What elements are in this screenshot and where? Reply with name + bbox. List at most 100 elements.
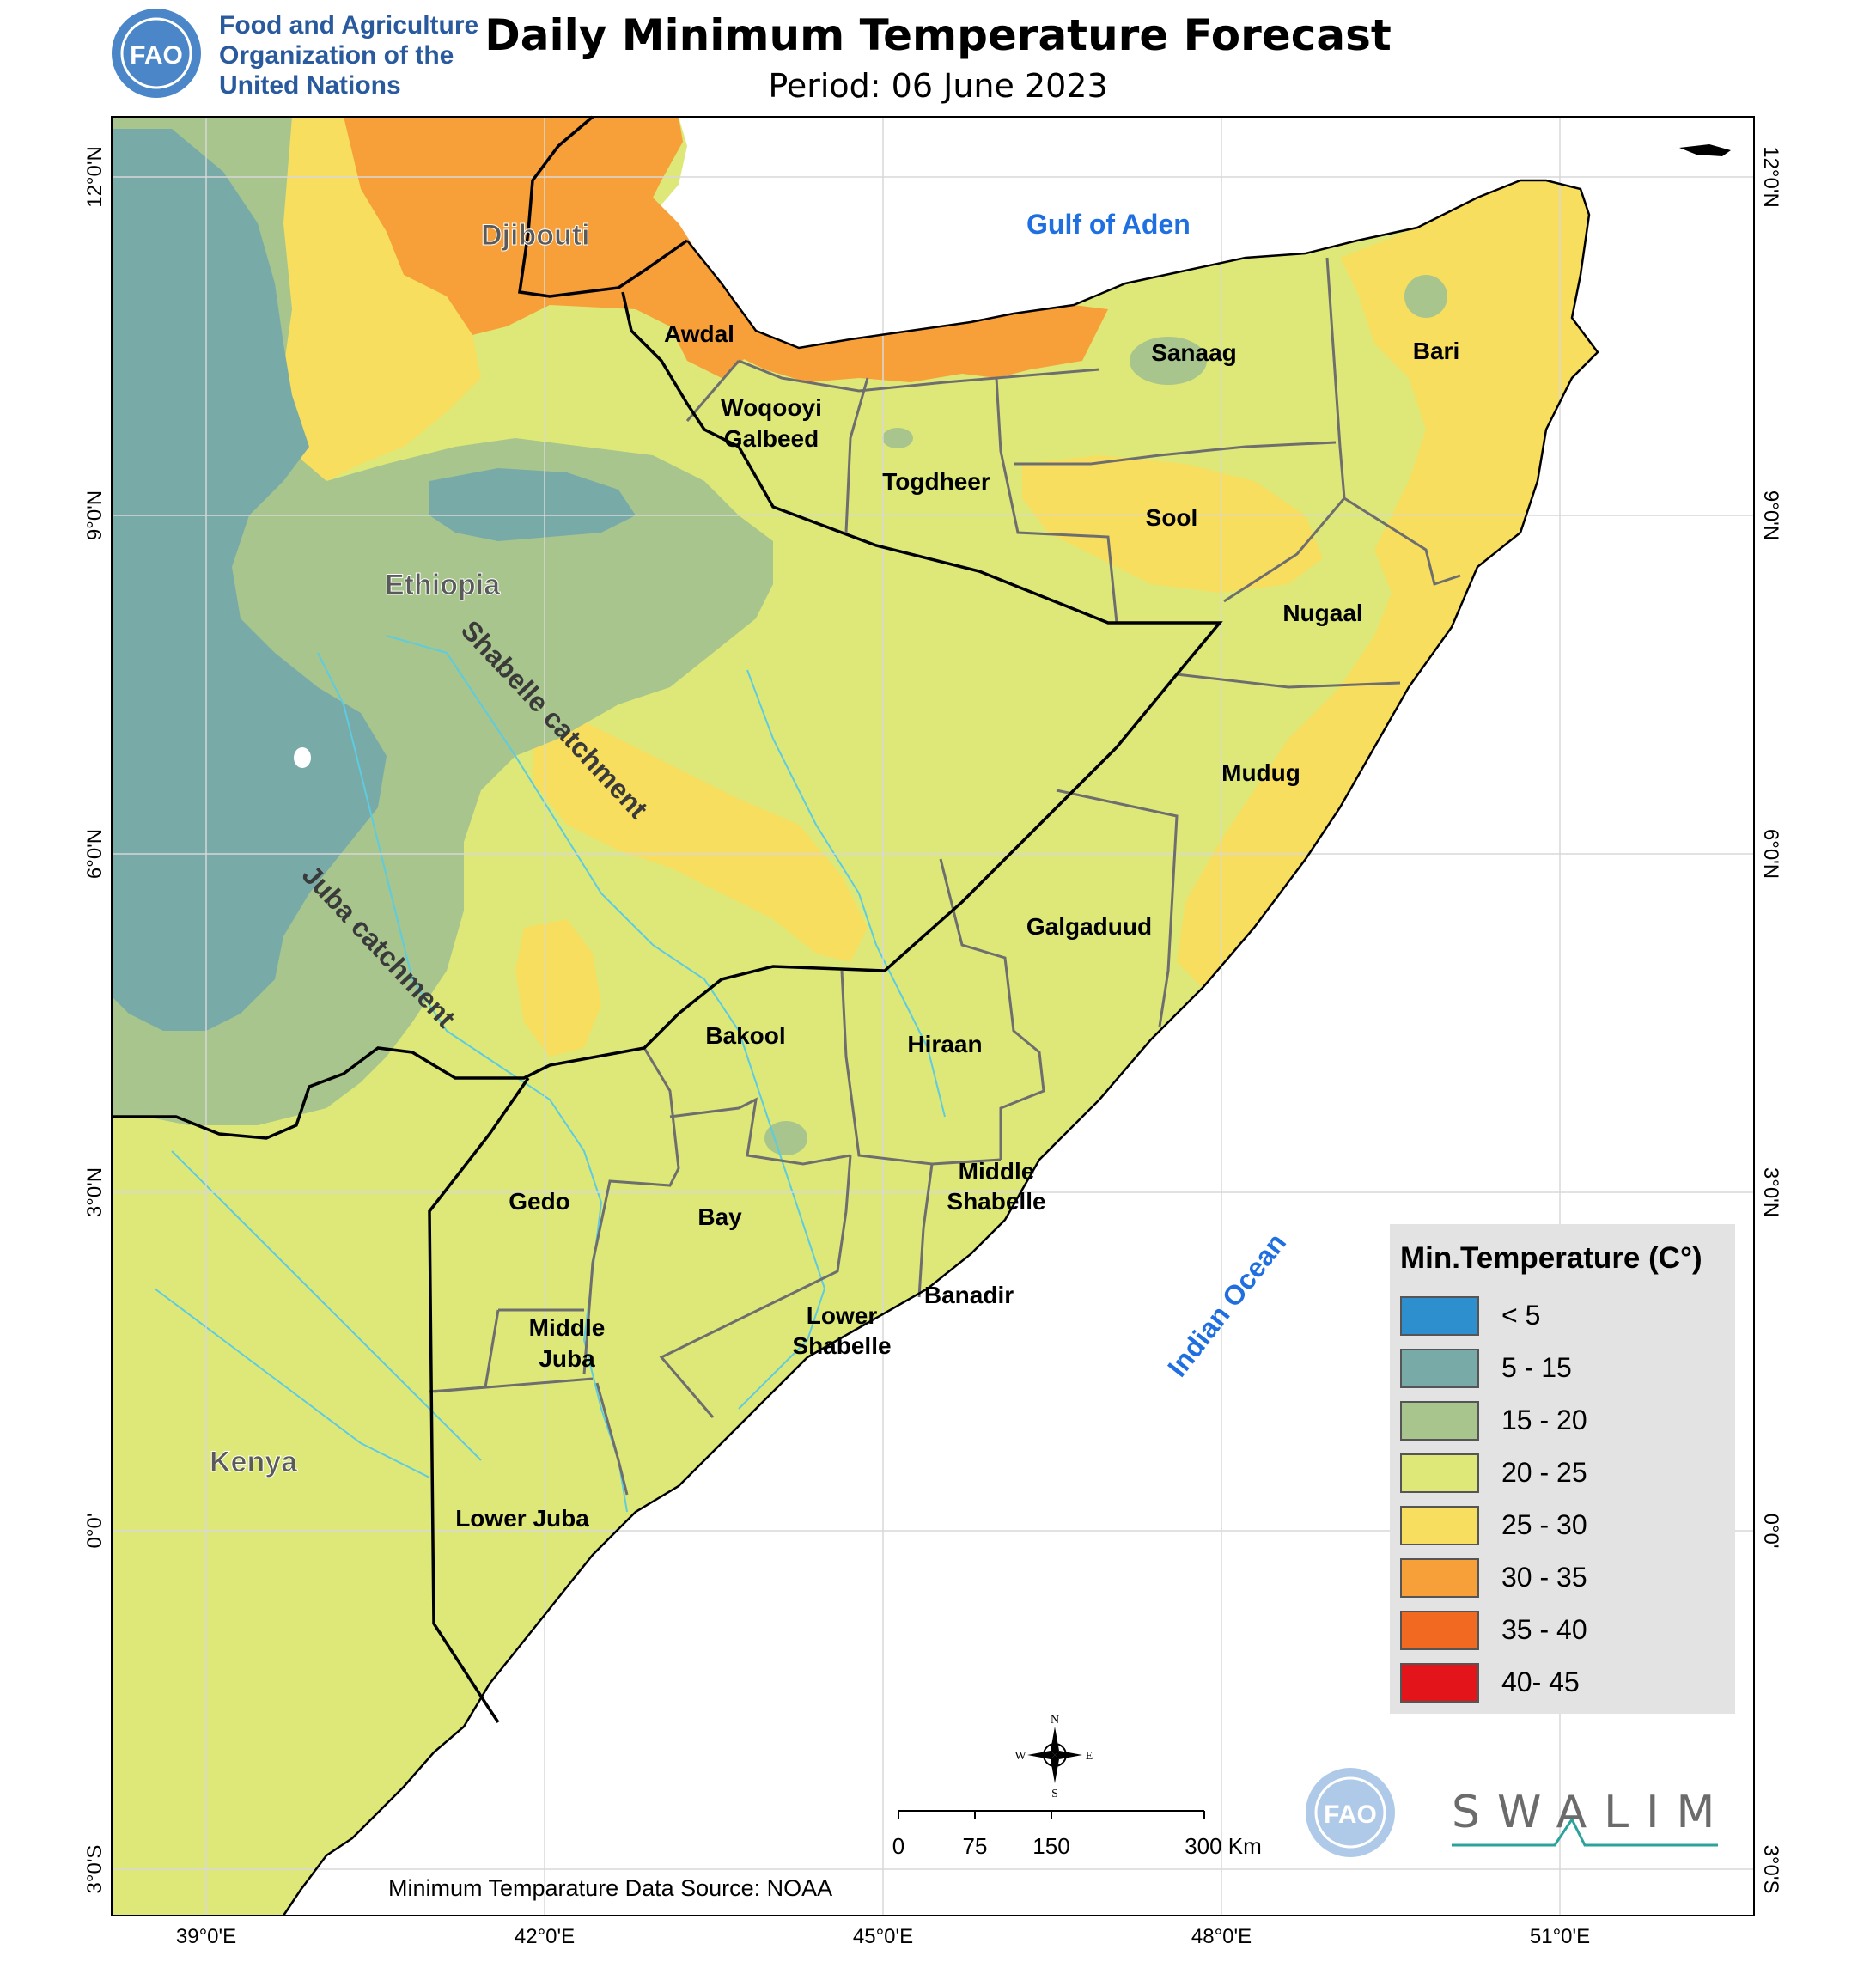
org-name-line: Food and Agriculture bbox=[219, 11, 479, 40]
lat-label-right: 0°0' bbox=[1759, 1514, 1782, 1549]
socotra-island bbox=[1679, 144, 1731, 156]
region-label-bay: Bay bbox=[697, 1203, 742, 1230]
lon-label: 39°0'E bbox=[176, 1925, 236, 1948]
lon-label: 51°0'E bbox=[1530, 1925, 1590, 1948]
data-source-note: Minimum Temparature Data Source: NOAA bbox=[388, 1875, 833, 1901]
lon-label: 45°0'E bbox=[853, 1925, 913, 1948]
legend-label: 35 - 40 bbox=[1501, 1614, 1587, 1645]
lat-label-left: 3°0'S bbox=[83, 1845, 107, 1894]
region-label-middle-juba: Juba bbox=[539, 1345, 595, 1372]
graticule bbox=[112, 117, 1754, 1916]
region-label-woqooyi: Galbeed bbox=[724, 425, 819, 452]
region-label-awdal: Awdal bbox=[664, 320, 734, 347]
region-label-bari: Bari bbox=[1413, 338, 1459, 364]
fao-logo-footer: FAO bbox=[1306, 1768, 1395, 1857]
region-label-middle-shabelle: Middle bbox=[959, 1158, 1035, 1185]
lat-ticks: 12°0'N 9°0'N 6°0'N 3°0'N 0°0' 3°0'S 12°0… bbox=[83, 146, 1782, 1893]
region-label-lower-juba: Lower Juba bbox=[455, 1505, 589, 1532]
lat-label-right: 12°0'N bbox=[1759, 146, 1782, 208]
country-label-ethiopia: Ethiopia bbox=[385, 569, 501, 601]
compass-s: S bbox=[1051, 1788, 1058, 1800]
region-label-nugaal: Nugaal bbox=[1282, 600, 1362, 626]
region-label-lower-shabelle: Shabelle bbox=[792, 1332, 891, 1359]
coastal-hot-strip bbox=[687, 241, 1108, 382]
legend-swatch bbox=[1400, 1401, 1479, 1441]
lon-ticks: 39°0'E 42°0'E 45°0'E 48°0'E 51°0'E bbox=[176, 1925, 1590, 1948]
legend-label: < 5 bbox=[1501, 1300, 1541, 1331]
legend-label: 30 - 35 bbox=[1501, 1562, 1587, 1593]
region-label-bakool: Bakool bbox=[705, 1022, 785, 1049]
warm-zone-north bbox=[266, 117, 481, 498]
region-boundaries bbox=[429, 257, 1461, 1496]
legend-label: 15 - 20 bbox=[1501, 1404, 1587, 1435]
compass-rose: N S E W bbox=[1014, 1714, 1093, 1800]
map-title: Daily Minimum Temperature Forecast bbox=[484, 10, 1392, 60]
cool-spot-togdheer bbox=[882, 428, 913, 448]
region-label-hiraan: Hiraan bbox=[907, 1031, 982, 1057]
cool-spot-bari bbox=[1404, 275, 1447, 318]
scale-tick-300: 300 Km bbox=[1185, 1833, 1262, 1859]
lake bbox=[294, 747, 311, 768]
lat-label-left: 9°0'N bbox=[83, 490, 107, 540]
cool-spot-bay bbox=[764, 1121, 807, 1155]
scale-tick-150: 150 bbox=[1032, 1833, 1069, 1859]
region-label-middle-juba: Middle bbox=[529, 1314, 606, 1341]
cold-zone-west bbox=[112, 636, 258, 945]
legend-label: 25 - 30 bbox=[1501, 1509, 1587, 1540]
country-label-kenya: Kenya bbox=[210, 1446, 298, 1478]
hot-zone-30-35 bbox=[344, 117, 756, 378]
region-label-banadir: Banadir bbox=[924, 1282, 1014, 1308]
region-label-lower-shabelle: Lower bbox=[807, 1302, 878, 1329]
swalim-wave-line bbox=[1452, 1817, 1718, 1847]
svg-text:FAO: FAO bbox=[130, 41, 183, 70]
warm-zone-juba bbox=[515, 919, 601, 1057]
fao-organization-name: Food and Agriculture Organization of the… bbox=[219, 10, 478, 101]
scale-bar: 0 75 150 300 Km bbox=[892, 1810, 1262, 1859]
region-label-middle-shabelle: Shabelle bbox=[947, 1188, 1045, 1215]
legend-swatch bbox=[1400, 1506, 1479, 1545]
lat-label-right: 3°0'S bbox=[1759, 1845, 1782, 1894]
lat-label-left: 0°0' bbox=[83, 1514, 107, 1549]
lat-label-left: 3°0'N bbox=[83, 1167, 107, 1217]
lat-label-right: 9°0'N bbox=[1759, 490, 1782, 540]
lat-label-left: 6°0'N bbox=[83, 829, 107, 879]
region-label-sanaag: Sanaag bbox=[1151, 339, 1237, 366]
lat-label-left: 12°0'N bbox=[83, 146, 107, 208]
region-label-togdheer: Togdheer bbox=[882, 468, 990, 495]
legend-swatch bbox=[1400, 1349, 1479, 1388]
scale-tick-0: 0 bbox=[892, 1833, 904, 1859]
legend-swatch bbox=[1400, 1296, 1479, 1336]
fao-logo-header: FAO bbox=[112, 9, 201, 98]
international-boundary bbox=[112, 115, 1223, 1723]
org-name-line: Organization of the bbox=[219, 41, 454, 70]
cool-spot-sanaag bbox=[1130, 337, 1207, 385]
warm-zone-ne bbox=[1177, 180, 1598, 988]
map-subtitle: Period: 06 June 2023 bbox=[768, 67, 1108, 105]
legend-label: 40- 45 bbox=[1501, 1666, 1580, 1697]
compass-n: N bbox=[1051, 1714, 1059, 1727]
region-labels: Awdal Woqooyi Galbeed Togdheer Sanaag Ba… bbox=[455, 320, 1459, 1532]
warm-zone-sool bbox=[1022, 455, 1323, 593]
temperature-surface bbox=[112, 117, 1754, 1916]
legend-title: Min.Temperature (C°) bbox=[1400, 1241, 1702, 1275]
scale-tick-75: 75 bbox=[963, 1833, 988, 1859]
map-frame bbox=[111, 116, 1755, 1916]
svg-text:FAO: FAO bbox=[1324, 1800, 1377, 1829]
org-name-line: United Nations bbox=[219, 71, 401, 100]
compass-north-arrow bbox=[1051, 1727, 1059, 1755]
region-label-sool: Sool bbox=[1146, 504, 1198, 531]
region-label-galgaduud: Galgaduud bbox=[1026, 913, 1152, 940]
lon-label: 42°0'E bbox=[515, 1925, 575, 1948]
water-label-gulf-of-aden: Gulf of Aden bbox=[1026, 209, 1191, 240]
warm-zone-shabelle bbox=[533, 722, 868, 962]
legend-label: 5 - 15 bbox=[1501, 1352, 1572, 1383]
lat-label-right: 3°0'N bbox=[1759, 1167, 1782, 1217]
legend-swatch bbox=[1400, 1611, 1479, 1650]
region-label-gedo: Gedo bbox=[509, 1188, 570, 1215]
lat-label-right: 6°0'N bbox=[1759, 829, 1782, 879]
coastline bbox=[282, 179, 1599, 1916]
region-label-woqooyi: Woqooyi bbox=[721, 394, 822, 421]
legend-swatch bbox=[1400, 1663, 1479, 1703]
